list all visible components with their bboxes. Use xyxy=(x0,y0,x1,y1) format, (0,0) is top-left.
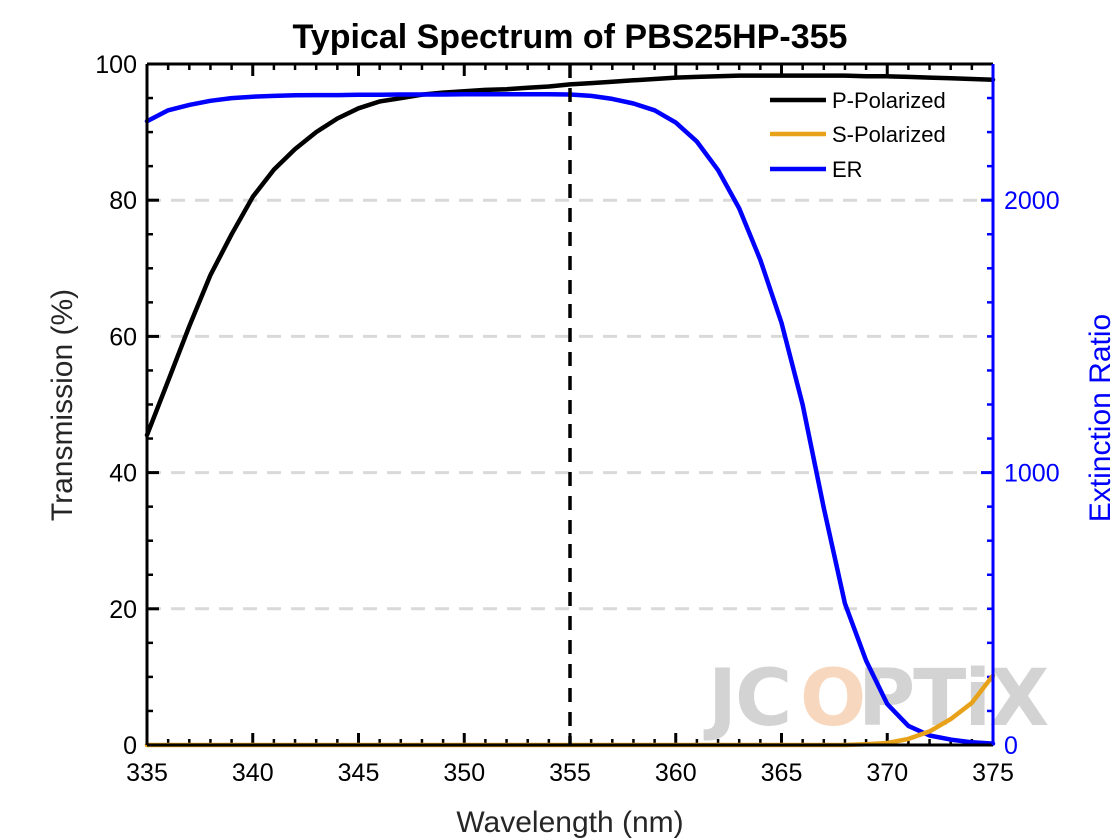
series-line-p-polarized xyxy=(144,73,996,438)
y-tick-label: 80 xyxy=(109,187,137,215)
y-tick-label: 60 xyxy=(109,323,137,351)
svg-text:PTiX: PTiX xyxy=(858,654,1048,744)
svg-text:O: O xyxy=(800,654,864,744)
y-tick-labels: 0 20 40 60 80 100 xyxy=(95,51,137,760)
legend-label-er: ER xyxy=(832,157,863,182)
jcoptix-watermark: JC O PTiX xyxy=(703,654,1050,744)
right-y-axis-label: Extinction Ratio xyxy=(1084,314,1117,522)
y-tick-label: 40 xyxy=(109,460,137,488)
x-tick-label: 335 xyxy=(126,759,168,787)
legend-label-p-polarized: P-Polarized xyxy=(832,88,946,113)
x-axis-label: Wavelength (nm) xyxy=(456,806,683,839)
svg-text:JC: JC xyxy=(703,654,790,744)
right-y-tick-labels: 0 1000 2000 xyxy=(1004,187,1060,760)
y-tick-label: 20 xyxy=(109,596,137,624)
y-axis-label: Transmission (%) xyxy=(46,289,79,521)
x-tick-label: 365 xyxy=(761,759,803,787)
x-tick-label: 360 xyxy=(655,759,697,787)
right-y-tick-label: 0 xyxy=(1004,732,1018,760)
horizontal-gridlines xyxy=(147,198,993,611)
x-tick-label: 370 xyxy=(866,759,908,787)
x-tick-labels: 335 340 345 350 355 360 365 370 375 xyxy=(126,759,1014,787)
legend-label-s-polarized: S-Polarized xyxy=(832,122,946,147)
x-tick-label: 340 xyxy=(232,759,274,787)
x-tick-label: 375 xyxy=(972,759,1014,787)
y-tick-label: 0 xyxy=(123,732,137,760)
legend: P-Polarized S-Polarized ER xyxy=(770,88,946,182)
x-tick-label: 350 xyxy=(443,759,485,787)
chart-title: Typical Spectrum of PBS25HP-355 xyxy=(293,18,848,56)
x-tick-label: 345 xyxy=(338,759,380,787)
x-tick-label: 355 xyxy=(549,759,591,787)
right-y-tick-label: 1000 xyxy=(1004,460,1060,488)
right-y-tick-label: 2000 xyxy=(1004,187,1060,215)
y-tick-label: 100 xyxy=(95,51,137,79)
